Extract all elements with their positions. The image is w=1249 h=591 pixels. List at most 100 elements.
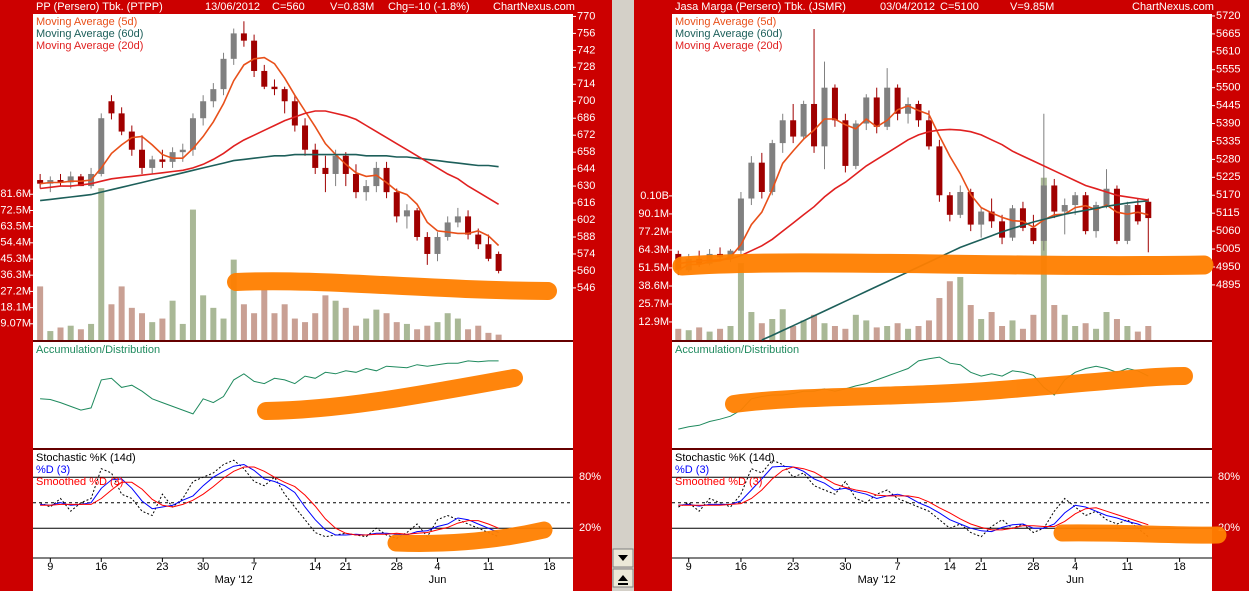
stochastic-legend: Smoothed %D (3) (36, 476, 123, 488)
candle-body (894, 87, 901, 114)
candle-body (1093, 205, 1100, 232)
y-tick-label: 5390 (1216, 117, 1240, 129)
highlight-strokes (227, 253, 1227, 552)
volume-bar (383, 313, 390, 340)
volume-bar (905, 328, 912, 340)
candle-body (240, 33, 247, 41)
candle-body (403, 210, 410, 217)
y-tick-label: 5720 (1216, 10, 1240, 22)
volume-bar (271, 313, 278, 340)
chart-panel: Jasa Marga (Persero) Tbk. (JSMR) 03/04/20… (638, 1, 1240, 586)
y-tick-label: 714 (577, 78, 595, 90)
volume-tick-label: 38.6M (638, 280, 669, 292)
x-tick-label: 23 (787, 561, 799, 573)
chart-panel: PP (Persero) Tbk. (PTPP) 13/06/2012 C=560 V… (0, 1, 601, 586)
volume-bar (696, 327, 703, 340)
volume-bar (281, 304, 288, 340)
volume-bar (291, 318, 298, 340)
volume-tick-label: 25.7M (638, 298, 669, 310)
candle-body (454, 216, 461, 223)
y-tick-label: 5445 (1216, 100, 1240, 112)
y-tick-label: 672 (577, 129, 595, 141)
candle-body (946, 195, 953, 215)
volume-bar (748, 312, 755, 340)
candle-body (169, 152, 176, 162)
y-tick-label: 770 (577, 10, 595, 22)
candle-body (1019, 208, 1026, 228)
volume-bar (1124, 326, 1131, 340)
legend-entry: Moving Average (60d) (675, 28, 782, 40)
candle-body (748, 162, 755, 199)
legend-entry: Moving Average (60d) (36, 28, 143, 40)
volume-bar (434, 322, 441, 340)
volume-bar (925, 320, 932, 340)
candle-body (1103, 188, 1110, 206)
y-tick-label: 728 (577, 61, 595, 73)
y-tick-label: 756 (577, 27, 595, 39)
candle-body (139, 149, 146, 168)
volume-bar (444, 313, 451, 340)
y-tick-label: 546 (577, 282, 595, 294)
candle-body (312, 149, 319, 168)
month-label: May '12 (215, 574, 253, 586)
volume-bar (957, 277, 964, 340)
pane (33, 342, 573, 448)
candle-body (821, 87, 828, 147)
level-label: 20% (579, 522, 601, 534)
volume-bar (475, 325, 482, 340)
legend-entry: Moving Average (20d) (36, 40, 143, 52)
volume-tick-label: 51.5M (638, 262, 669, 274)
x-tick-label: 21 (340, 561, 352, 573)
stochastic-legend: %D (3) (36, 464, 70, 476)
arrow-end-icon (618, 575, 628, 585)
volume-bar (894, 323, 901, 340)
legend-entry: Moving Average (20d) (675, 40, 782, 52)
candle-body (220, 58, 227, 90)
volume-bar (727, 326, 734, 340)
volume-bar (159, 318, 166, 340)
volume-bar (737, 263, 744, 340)
candle-body (210, 89, 217, 102)
volume-bar (842, 328, 849, 340)
volume-bar (821, 323, 828, 340)
highlight (227, 272, 557, 300)
volume-bar (779, 309, 786, 340)
volume-tick-label: 18.1M (0, 302, 31, 314)
candle-body (1051, 185, 1058, 212)
source: ChartNexus.com (1132, 1, 1214, 13)
ad-title: Accumulation/Distribution (36, 344, 160, 356)
volume-tick-label: 72.5M (0, 204, 31, 216)
header-item: V=9.85M (1010, 1, 1054, 13)
volume-bar (352, 325, 359, 340)
stochastic-line (40, 463, 499, 536)
volume-bar (1072, 326, 1079, 340)
volume-bar (210, 307, 217, 340)
volume-bar (1051, 305, 1058, 340)
level-label: 80% (579, 471, 601, 483)
ma-line (677, 105, 1149, 271)
volume-tick-label: 36.3M (0, 269, 31, 281)
volume-bar (1134, 331, 1141, 340)
candle-body (434, 236, 441, 254)
y-tick-label: 560 (577, 265, 595, 277)
volume-bar (1113, 319, 1120, 340)
volume-tick-label: 64.3M (638, 244, 669, 256)
volume-bar (769, 319, 776, 340)
volume-bar (873, 327, 880, 340)
volume-bar (1019, 328, 1026, 340)
y-tick-label: 5610 (1216, 46, 1240, 58)
level-label: 80% (1218, 471, 1240, 483)
x-tick-label: 18 (543, 561, 555, 573)
volume-bar (800, 320, 807, 340)
ma-line (761, 200, 1149, 341)
candle-body (475, 234, 482, 245)
y-tick-label: 5665 (1216, 28, 1240, 40)
y-tick-label: 5170 (1216, 189, 1240, 201)
volume-bar (403, 323, 410, 340)
ma-line (40, 110, 500, 205)
candle-body (495, 253, 502, 271)
volume-bar (454, 318, 461, 340)
candle-body (779, 120, 786, 144)
candle-body (999, 221, 1006, 238)
volume-tick-label: 45.3M (0, 253, 31, 265)
